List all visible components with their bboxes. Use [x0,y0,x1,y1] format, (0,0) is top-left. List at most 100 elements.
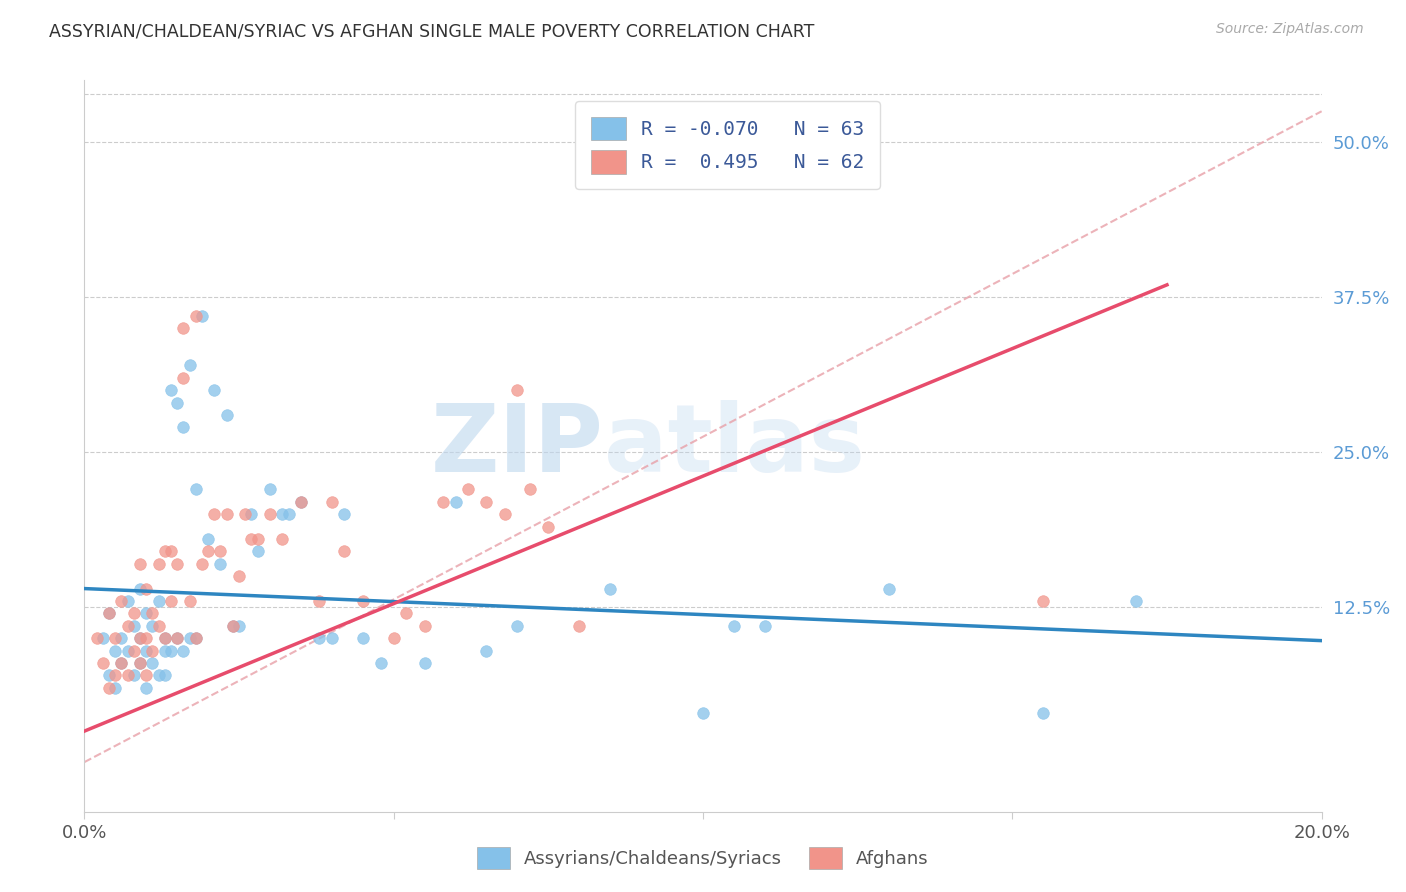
Point [148,594,170,608]
Point [233,507,256,521]
Point [153,631,176,645]
Point [308,631,330,645]
Point [506,619,529,633]
Point [110,631,132,645]
Point [184,631,207,645]
Point [122,607,145,621]
Point [333,544,356,558]
Point [172,321,194,335]
Point [122,643,145,657]
Point [184,631,207,645]
Legend: R = -0.070   N = 63, R =  0.495   N = 62: R = -0.070 N = 63, R = 0.495 N = 62 [575,101,880,189]
Text: Source: ZipAtlas.com: Source: ZipAtlas.com [1216,22,1364,37]
Point [271,507,294,521]
Point [506,383,529,397]
Point [246,532,269,546]
Point [352,594,374,608]
Point [352,631,374,645]
Point [160,544,183,558]
Point [475,495,498,509]
Point [160,643,183,657]
Point [166,557,188,571]
Point [141,643,163,657]
Point [153,668,176,682]
Point [122,619,145,633]
Point [395,607,418,621]
Point [290,495,312,509]
Point [129,631,152,645]
Point [877,582,900,596]
Point [444,495,467,509]
Point [104,631,127,645]
Point [333,507,356,521]
Point [494,507,516,521]
Point [135,668,157,682]
Point [246,544,269,558]
Legend: Assyrians/Chaldeans/Syriacs, Afghans: Assyrians/Chaldeans/Syriacs, Afghans [468,838,938,879]
Point [222,619,245,633]
Point [290,495,312,509]
Point [568,619,591,633]
Point [129,557,152,571]
Point [723,619,745,633]
Point [321,631,343,645]
Point [228,619,250,633]
Point [110,594,132,608]
Point [135,631,157,645]
Point [240,532,263,546]
Point [413,656,436,670]
Point [599,582,621,596]
Point [432,495,454,509]
Point [135,607,157,621]
Point [104,681,127,695]
Point [240,507,263,521]
Point [122,668,145,682]
Point [475,643,498,657]
Point [209,544,232,558]
Text: ZIP: ZIP [432,400,605,492]
Point [117,619,139,633]
Point [172,371,194,385]
Point [153,643,176,657]
Point [98,668,121,682]
Point [153,544,176,558]
Point [129,656,152,670]
Point [215,408,238,422]
Point [166,631,188,645]
Point [179,359,201,373]
Point [91,656,114,670]
Point [179,594,201,608]
Point [191,309,214,323]
Point [160,383,183,397]
Point [222,619,245,633]
Point [184,309,207,323]
Point [308,594,330,608]
Point [141,607,163,621]
Point [129,582,152,596]
Point [117,643,139,657]
Point [117,594,139,608]
Point [98,681,121,695]
Point [413,619,436,633]
Point [259,483,281,497]
Point [692,706,714,720]
Point [104,643,127,657]
Point [135,643,157,657]
Text: ASSYRIAN/CHALDEAN/SYRIAC VS AFGHAN SINGLE MALE POVERTY CORRELATION CHART: ASSYRIAN/CHALDEAN/SYRIAC VS AFGHAN SINGL… [49,22,814,40]
Point [202,383,225,397]
Point [457,483,479,497]
Point [271,532,294,546]
Text: atlas: atlas [605,400,865,492]
Point [110,656,132,670]
Point [1125,594,1147,608]
Point [519,483,541,497]
Point [179,631,201,645]
Point [228,569,250,583]
Point [160,594,183,608]
Point [197,532,219,546]
Point [184,483,207,497]
Point [110,656,132,670]
Point [135,681,157,695]
Point [141,656,163,670]
Point [172,643,194,657]
